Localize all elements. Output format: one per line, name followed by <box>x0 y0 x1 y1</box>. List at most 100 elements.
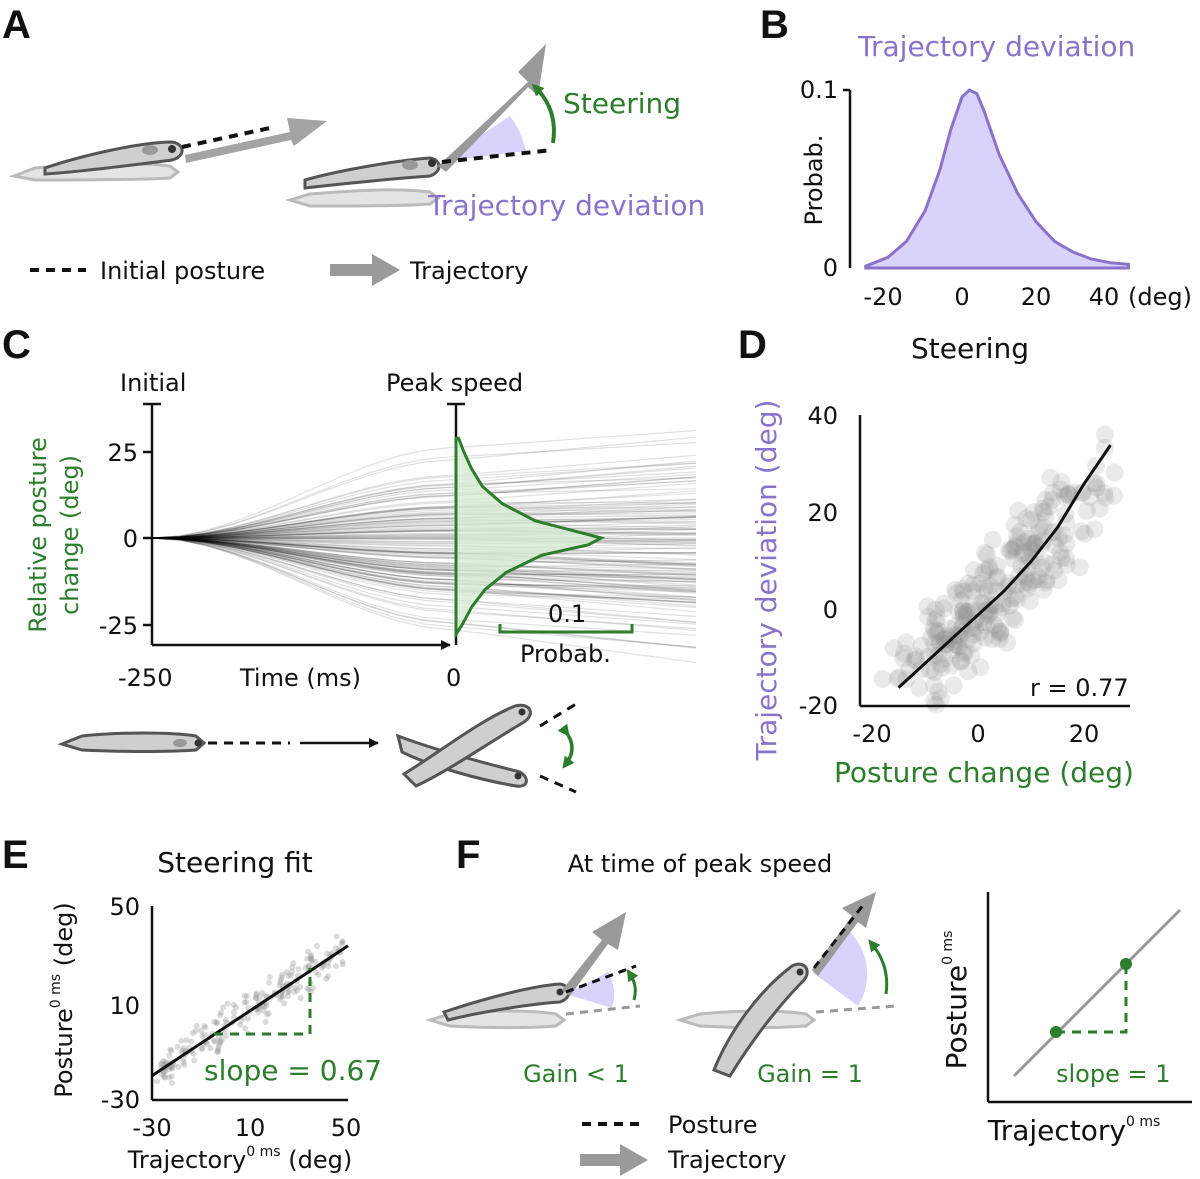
panel-d-point <box>1023 535 1042 554</box>
panel-c-trace <box>151 537 697 565</box>
panel-c-trace <box>151 537 697 565</box>
panel-d-point <box>1087 474 1106 493</box>
panel-d-point <box>998 633 1017 652</box>
panel-d-point <box>1052 473 1071 492</box>
panel-e-point <box>215 1044 222 1051</box>
panel-d-point <box>1028 567 1047 586</box>
panel-d-annotation: r = 0.77 <box>1030 674 1129 702</box>
panel-d-point <box>926 600 945 619</box>
panel-c-trace <box>151 503 697 539</box>
panel-e: E Steering fit 50 10 -30 -30 10 50 slope… <box>2 833 382 1174</box>
panel-c-trace <box>151 516 697 539</box>
panel-d-point <box>1030 570 1049 588</box>
panel-d-point <box>1057 534 1076 553</box>
panel-e-ytick-label: 50 <box>109 893 140 921</box>
panel-d-point <box>940 628 959 647</box>
panel-e-point <box>302 964 309 971</box>
panel-c-trace <box>151 537 697 571</box>
panel-c-xtick-left: -250 <box>118 664 172 692</box>
panel-e-point <box>230 1001 237 1008</box>
panel-e-point <box>288 972 294 979</box>
panel-d-point <box>1077 501 1096 520</box>
panel-d-point <box>1028 523 1047 542</box>
panel-d-point <box>906 647 925 666</box>
panel-d-ytick-label: 0 <box>823 596 838 624</box>
panel-c-trace <box>151 467 697 539</box>
panel-d-point <box>925 621 944 640</box>
panel-c-trace <box>151 537 697 649</box>
panel-d-point <box>952 591 971 610</box>
panel-d-title: Steering <box>911 332 1029 365</box>
panel-c-trace <box>151 537 697 601</box>
panel-e-point <box>158 1060 165 1067</box>
panel-d-point <box>980 560 999 579</box>
panel-d-point <box>895 644 913 663</box>
panel-e-point <box>158 1061 165 1068</box>
panel-d-point <box>1019 529 1037 548</box>
panel-e-point <box>243 993 250 1000</box>
panel-d-point <box>1095 484 1114 503</box>
panel-e-point <box>309 956 315 963</box>
panel-c-trace <box>151 537 697 592</box>
panel-d-point <box>952 652 971 671</box>
panel-e-point <box>183 1037 190 1044</box>
panel-d-point <box>1026 551 1045 570</box>
panel-d-point <box>1024 503 1043 522</box>
panel-c-scale-value: 0.1 <box>548 600 586 628</box>
panel-c-trace <box>151 537 697 550</box>
panel-d-point <box>924 618 943 637</box>
legend-trajectory-arrow <box>330 254 400 286</box>
panel-e-point <box>255 1006 262 1013</box>
panel-d-point <box>974 594 993 613</box>
svg-text:Posture0 ms: Posture0 ms <box>940 931 973 1070</box>
fish-gain-eq1-illustration <box>674 892 897 1078</box>
panel-e-slope-triangle <box>214 968 312 1036</box>
panel-e-point <box>201 1031 208 1038</box>
legend-trajectory: Trajectory <box>409 257 529 285</box>
panel-d-point <box>988 556 1006 575</box>
panel-d-point <box>944 632 963 651</box>
panel-e-point <box>211 1037 218 1044</box>
panel-d-point <box>1096 438 1114 457</box>
panel-e-point <box>191 1057 198 1064</box>
panel-d-point <box>925 634 944 653</box>
panel-e-point <box>231 1009 237 1016</box>
panel-c-trace <box>151 537 697 590</box>
panel-d-point <box>989 603 1008 622</box>
panel-c-trace <box>151 537 697 604</box>
panel-d-point <box>1014 574 1033 593</box>
panel-c-trace <box>151 537 697 584</box>
panel-c-trace <box>151 532 697 543</box>
panel-e-point <box>245 1015 251 1022</box>
panel-e-point <box>159 1071 165 1078</box>
panel-e-point <box>216 1041 223 1048</box>
panel-c-trace <box>151 501 697 539</box>
panel-c-trace <box>151 502 697 539</box>
panel-c-trace <box>151 537 697 594</box>
panel-d-point <box>1007 527 1026 546</box>
panel-e-point <box>333 963 339 970</box>
panel-d-point <box>1040 497 1059 516</box>
panel-c-trace <box>151 537 697 636</box>
panel-d-point <box>979 600 998 619</box>
panel-d-point <box>956 643 974 661</box>
panel-d-point <box>925 662 944 681</box>
panel-c-trace <box>151 537 697 570</box>
panel-e-point <box>307 953 314 960</box>
panel-e-point <box>276 982 283 989</box>
panel-e-point <box>294 987 301 994</box>
panel-d-point <box>954 644 973 663</box>
panel-e-point <box>288 968 295 975</box>
panel-d-point <box>1019 573 1038 591</box>
fish-gain-lt1-illustration <box>424 912 641 1029</box>
panel-e-point <box>224 1000 231 1007</box>
panel-c-trace <box>151 537 697 625</box>
panel-d-point <box>1003 540 1022 559</box>
panel-e-point <box>216 1034 222 1041</box>
panel-d-point <box>1011 523 1029 541</box>
panel-b-xtick-label: -20 <box>863 283 902 311</box>
panel-letter-e: E <box>2 833 29 877</box>
panel-d-point <box>991 624 1010 643</box>
panel-e-point <box>179 1047 186 1054</box>
panel-e-point <box>307 955 314 962</box>
